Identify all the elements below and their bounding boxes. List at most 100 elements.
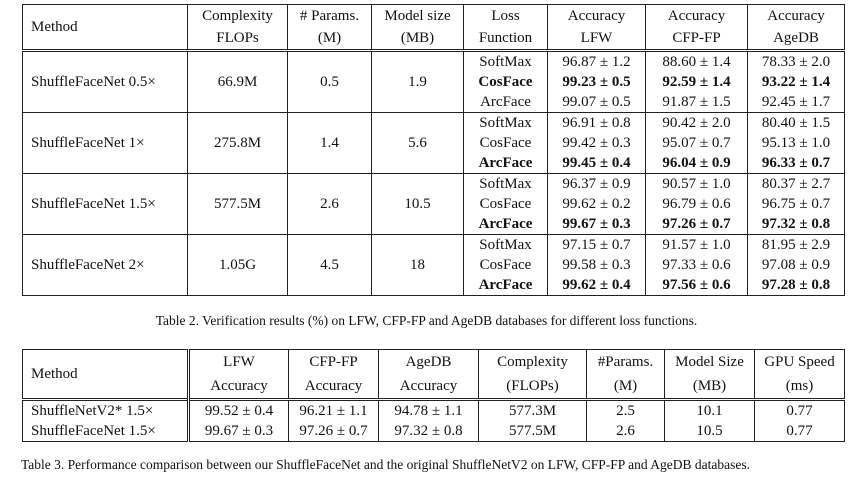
header-complexity-line2: FLOPs: [187, 27, 288, 51]
lfw-cell: 99.07 ± 0.5: [547, 92, 646, 113]
loss-cell: ArcFace: [463, 214, 548, 235]
table-row: ShuffleFaceNet 1.5× 99.67 ± 0.3 97.26 ± …: [22, 421, 845, 442]
agedb-cell: 93.22 ± 1.4: [747, 72, 845, 92]
header-lfw-line2: Accuracy: [210, 378, 268, 394]
lfw-cell: 96.87 ± 1.2: [547, 50, 646, 72]
comparison-table: Method LFW CFP-FP AgeDB Complexity #Para…: [22, 349, 845, 442]
agedb-cell: 95.13 ± 1.0: [747, 133, 845, 153]
loss-cell: SoftMax: [463, 173, 548, 194]
table-row: ArcFace 99.07 ± 0.5 91.87 ± 1.5 92.45 ± …: [22, 92, 845, 113]
gpu-cell: 0.77: [754, 421, 845, 442]
loss-cell: ArcFace: [463, 92, 548, 113]
flops-cell: 66.9M: [187, 50, 288, 113]
loss-cell: SoftMax: [463, 112, 548, 133]
size-cell: 1.9: [371, 50, 464, 113]
size-cell: 18: [371, 234, 464, 296]
lfw-cell: 99.67 ± 0.3: [204, 422, 274, 439]
lfw-cell: 99.67 ± 0.3: [547, 214, 646, 235]
agedb-cell: 80.40 ± 1.5: [747, 112, 845, 133]
lfw-cell: 99.58 ± 0.3: [547, 255, 646, 275]
lfw-cell: 99.42 ± 0.3: [547, 133, 646, 153]
loss-cell: ArcFace: [463, 153, 548, 174]
cfp-cell: 96.04 ± 0.9: [645, 153, 748, 174]
table-row: CosFace 99.23 ± 0.5 92.59 ± 1.4 93.22 ± …: [23, 72, 845, 92]
params-cell: 2.6: [586, 421, 665, 442]
header-size-line1: Model size: [371, 4, 464, 27]
method-cell: ShuffleNetV2* 1.5×: [22, 399, 190, 421]
cfp-cell: 97.26 ± 0.7: [645, 214, 748, 235]
agedb-cell: 97.32 ± 0.8: [747, 214, 845, 235]
params-cell: 2.5: [586, 399, 665, 421]
table-row: CosFace 99.42 ± 0.3 95.07 ± 0.7 95.13 ± …: [23, 133, 845, 153]
agedb-cell: 97.32 ± 0.8: [378, 421, 479, 442]
header-gpu-line2: (ms): [754, 374, 845, 400]
cfp-cell: 96.21 ± 1.1: [288, 399, 379, 421]
loss-cell: ArcFace: [463, 275, 548, 296]
method-cell: ShuffleFaceNet 1×: [22, 112, 188, 174]
flops-cell: 275.8M: [187, 112, 288, 174]
header-agedb-line1: Accuracy: [747, 4, 845, 27]
agedb-cell: 80.37 ± 2.7: [747, 173, 845, 194]
params-cell: 2.6: [287, 173, 372, 235]
params-cell: 0.5: [287, 50, 372, 113]
cfp-cell: 97.56 ± 0.6: [645, 275, 748, 296]
agedb-cell: 94.78 ± 1.1: [378, 399, 479, 421]
lfw-cell: 99.23 ± 0.5: [547, 72, 646, 92]
lfw-cell: 99.62 ± 0.2: [547, 194, 646, 214]
header-agedb-line2: AgeDB: [747, 27, 845, 51]
flops-cell: 577.5M: [187, 173, 288, 235]
table-row: ShuffleFaceNet 1× 275.8M 1.4 5.6 SoftMax…: [22, 112, 845, 174]
lfw-cell: 99.45 ± 0.4: [547, 153, 646, 174]
cfp-cell: 97.26 ± 0.7: [288, 421, 379, 442]
table-row: ShuffleNetV2* 1.5× 99.52 ± 0.4 96.21 ± 1…: [22, 399, 845, 421]
table3-caption: Table 3. Performance comparison between …: [21, 457, 751, 472]
cfp-cell: 90.57 ± 1.0: [645, 173, 748, 194]
header-loss-line1: Loss: [463, 4, 548, 27]
cfp-cell: 92.59 ± 1.4: [645, 72, 748, 92]
header-gpu-line1: GPU Speed: [754, 349, 845, 374]
header-params-line2: (M): [287, 27, 372, 51]
lfw-cell: 96.91 ± 0.8: [547, 112, 646, 133]
method-cell: ShuffleFaceNet 1.5×: [22, 173, 188, 235]
table-row: ArcFace 99.67 ± 0.3 97.26 ± 0.7 97.32 ± …: [22, 214, 845, 235]
loss-cell: CosFace: [463, 72, 548, 92]
lfw-cell: 99.62 ± 0.4: [547, 275, 646, 296]
header-cfp-line2: Accuracy: [288, 374, 379, 400]
method-cell: ShuffleFaceNet 0.5×: [22, 50, 188, 113]
cfp-cell: 95.07 ± 0.7: [645, 133, 748, 153]
header-agedb-line1: AgeDB: [378, 349, 479, 374]
flops-cell: 577.3M: [478, 399, 587, 421]
table-row: ShuffleFaceNet 2× 1.05G 4.5 18 SoftMax 9…: [22, 234, 845, 296]
header-complexity-line1: Complexity: [478, 349, 587, 374]
header-size-line2: (MB): [664, 374, 755, 400]
loss-cell: SoftMax: [463, 234, 548, 255]
cfp-cell: 96.79 ± 0.6: [645, 194, 748, 214]
size-cell: 10.5: [371, 173, 464, 235]
size-cell: 10.1: [664, 399, 755, 421]
header-loss-line2: Function: [463, 27, 548, 51]
header-params-line2: (M): [586, 374, 665, 400]
cfp-cell: 88.60 ± 1.4: [645, 50, 748, 72]
header-agedb-line2: Accuracy: [378, 374, 479, 400]
size-cell: 10.5: [664, 421, 755, 442]
agedb-cell: 96.75 ± 0.7: [747, 194, 845, 214]
flops-cell: 577.5M: [478, 421, 587, 442]
header-params-line1: # Params.: [287, 4, 372, 27]
agedb-cell: 97.08 ± 0.9: [747, 255, 845, 275]
header-cfp-line2: CFP-FP: [645, 27, 748, 51]
lfw-cell: 97.15 ± 0.7: [547, 234, 646, 255]
loss-cell: SoftMax: [463, 50, 548, 72]
header-cfp-line1: Accuracy: [645, 4, 748, 27]
loss-cell: CosFace: [463, 194, 548, 214]
loss-cell: CosFace: [463, 133, 548, 153]
header-lfw-line1: LFW: [223, 354, 255, 370]
params-cell: 1.4: [287, 112, 372, 174]
header-method: Method: [22, 4, 188, 51]
agedb-cell: 92.45 ± 1.7: [747, 92, 845, 113]
header-lfw-line2: LFW: [547, 27, 646, 51]
lfw-cell: 99.52 ± 0.4: [204, 402, 274, 419]
table-row: CosFace 99.62 ± 0.2 96.79 ± 0.6 96.75 ± …: [23, 194, 845, 214]
header-size-line2: (MB): [371, 27, 464, 51]
header-lfw-line1: Accuracy: [547, 4, 646, 27]
lfw-cell: 96.37 ± 0.9: [547, 173, 646, 194]
